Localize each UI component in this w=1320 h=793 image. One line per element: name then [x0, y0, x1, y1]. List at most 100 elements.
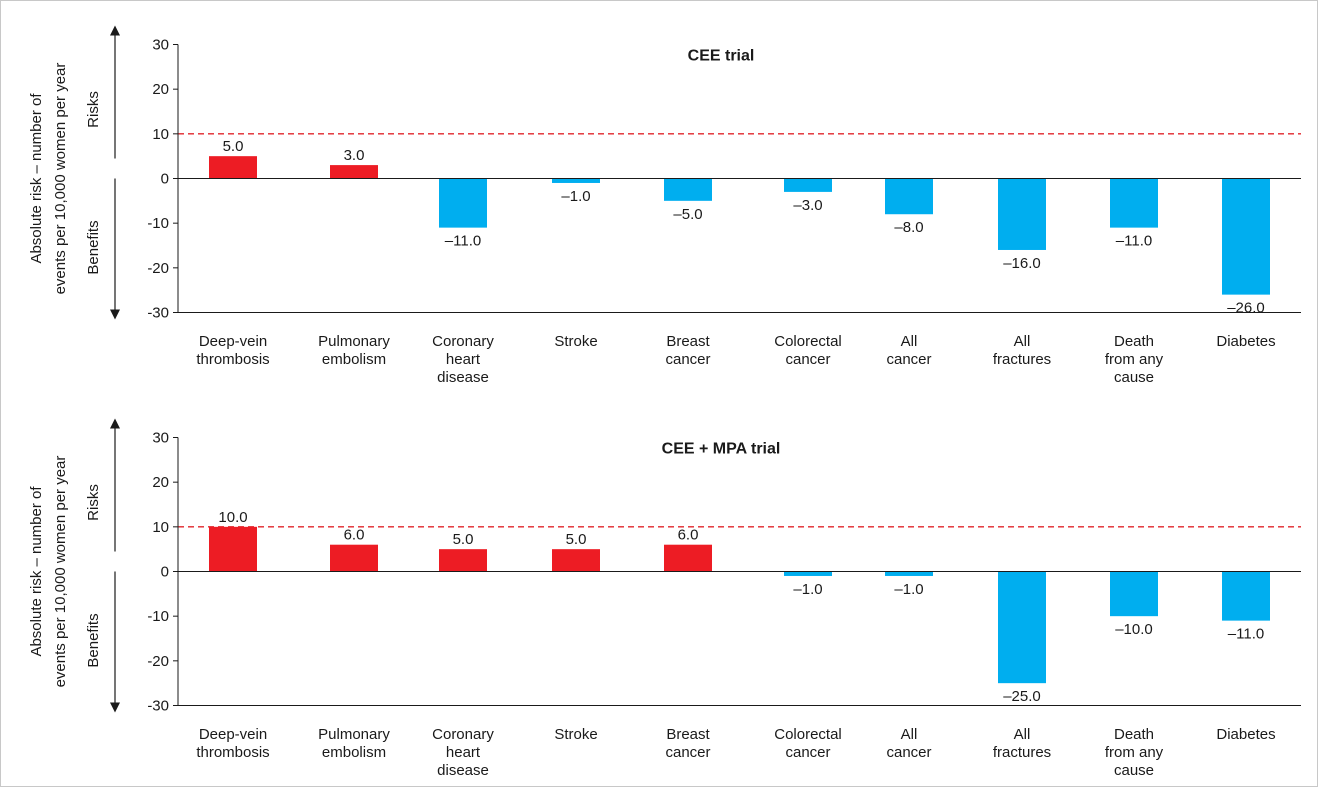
x-tick-label-line: Death — [1114, 333, 1154, 350]
y-tick-label: 0 — [161, 564, 169, 581]
x-tick-label-line: All — [901, 333, 918, 350]
bar — [552, 549, 600, 572]
bar — [885, 178, 933, 215]
bar — [1110, 178, 1158, 228]
bar — [552, 178, 600, 183]
y-tick-label: 10 — [152, 519, 169, 536]
data-label: –11.0 — [1116, 233, 1152, 250]
y-tick-label: -20 — [147, 260, 169, 277]
bar — [209, 526, 257, 572]
x-tick-label-line: Breast — [666, 726, 710, 743]
data-label: 6.0 — [344, 527, 365, 544]
data-label: 5.0 — [566, 531, 587, 548]
x-tick-label: Deep-vein thrombosis — [196, 726, 269, 761]
bar — [209, 156, 257, 179]
data-label: –1.0 — [793, 581, 822, 598]
x-tick-label: Breast cancer — [665, 333, 710, 368]
x-tick-label-line: embolism — [322, 744, 386, 761]
bar — [998, 178, 1046, 250]
x-tick-label-line: Stroke — [554, 726, 597, 743]
x-tick-label-line: Stroke — [554, 333, 597, 350]
x-tick-label: Coronary heart disease — [432, 333, 494, 386]
x-tick-label: All fractures — [993, 333, 1051, 368]
x-tick-label: All fractures — [993, 726, 1051, 761]
bar — [439, 178, 487, 228]
x-tick-label-line: heart — [446, 351, 481, 368]
benefits-label: Benefits — [85, 613, 102, 667]
bar — [664, 544, 712, 572]
bar — [1222, 178, 1270, 295]
y-tick-label: 30 — [152, 37, 169, 54]
y-axis-title-line2: events per 10,000 women per year — [52, 456, 69, 688]
x-tick-label-line: cancer — [886, 744, 931, 761]
x-tick-label-line: disease — [437, 369, 489, 386]
data-label: 5.0 — [223, 138, 244, 155]
x-tick-label-line: Coronary — [432, 726, 494, 743]
x-tick-label-line: fractures — [993, 744, 1051, 761]
bar — [1110, 571, 1158, 617]
x-tick-label-line: embolism — [322, 351, 386, 368]
chart-title: CEE + MPA trial — [662, 441, 781, 458]
risks-label: Risks — [85, 484, 102, 521]
data-label: –5.0 — [673, 206, 702, 223]
y-tick-label: -30 — [147, 698, 169, 715]
x-tick-label: Coronary heart disease — [432, 726, 494, 779]
data-label: 3.0 — [344, 147, 365, 164]
x-tick-label: Colorectal cancer — [774, 333, 842, 368]
y-tick-label: -10 — [147, 215, 169, 232]
x-tick-label-line: All — [1014, 333, 1031, 350]
bar — [330, 544, 378, 572]
bar — [784, 571, 832, 576]
chart-panel-2: CEE + MPA trial 10.0 6.0 5.0 5.0 6.0 –1.0 –1.0 –… — [28, 418, 1301, 779]
x-tick-label-line: cause — [1114, 762, 1154, 779]
y-axis-title-line2: events per 10,000 women per year — [52, 63, 69, 295]
x-tick-label-line: Deep-vein — [199, 726, 267, 743]
x-tick-label-line: Death — [1114, 726, 1154, 743]
data-label: –10.0 — [1115, 621, 1153, 638]
bar — [885, 571, 933, 576]
bar — [439, 549, 487, 572]
x-tick-label: Deep-vein thrombosis — [196, 333, 269, 368]
y-tick-label: 30 — [152, 430, 169, 447]
y-tick-label: -10 — [147, 608, 169, 625]
data-label: –26.0 — [1227, 300, 1265, 317]
x-tick-label-line: disease — [437, 762, 489, 779]
x-tick-label: Stroke — [554, 726, 597, 743]
benefits-label: Benefits — [85, 220, 102, 274]
x-tick-label-line: thrombosis — [196, 744, 269, 761]
bar — [784, 178, 832, 192]
x-tick-label: Colorectal cancer — [774, 726, 842, 761]
x-tick-label-line: cause — [1114, 369, 1154, 386]
x-tick-label-line: Colorectal — [774, 726, 842, 743]
x-tick-label-line: cancer — [665, 351, 710, 368]
x-tick-label: Diabetes — [1216, 726, 1275, 743]
data-label: –11.0 — [1228, 626, 1264, 643]
x-tick-label-line: Pulmonary — [318, 726, 390, 743]
data-label: –11.0 — [445, 233, 481, 250]
data-label: –8.0 — [894, 219, 923, 236]
x-tick-label-line: from any — [1105, 744, 1164, 761]
x-tick-label-line: All — [901, 726, 918, 743]
y-tick-label: -20 — [147, 653, 169, 670]
x-tick-label-line: Deep-vein — [199, 333, 267, 350]
y-axis-title-line1: Absolute risk – number of — [28, 93, 45, 264]
x-tick-label: All cancer — [886, 333, 931, 368]
y-tick-label: 20 — [152, 474, 169, 491]
data-label: 5.0 — [453, 531, 474, 548]
y-tick-label: 20 — [152, 81, 169, 98]
x-tick-label: Death from any cause — [1105, 726, 1164, 779]
x-tick-label-line: from any — [1105, 351, 1164, 368]
x-tick-label-line: Breast — [666, 333, 710, 350]
data-label: –1.0 — [561, 188, 590, 205]
y-tick-label: 10 — [152, 126, 169, 143]
x-tick-label-line: Diabetes — [1216, 726, 1275, 743]
x-tick-label-line: heart — [446, 744, 481, 761]
x-tick-label-line: thrombosis — [196, 351, 269, 368]
x-tick-label-line: Pulmonary — [318, 333, 390, 350]
x-tick-label: Breast cancer — [665, 726, 710, 761]
y-axis-title-line1: Absolute risk – number of — [28, 486, 45, 657]
data-label: –16.0 — [1003, 255, 1041, 272]
x-tick-label: Stroke — [554, 333, 597, 350]
